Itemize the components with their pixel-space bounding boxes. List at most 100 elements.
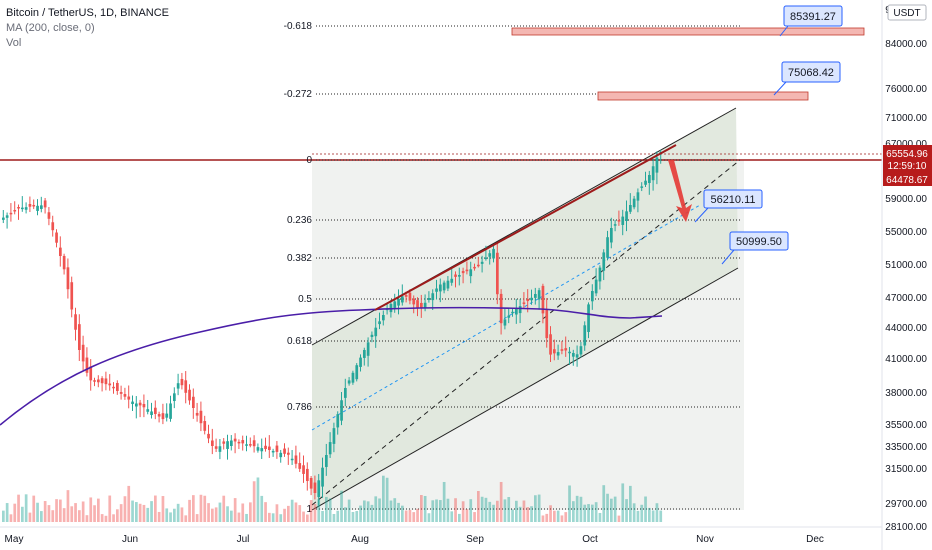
ma-indicator-label[interactable]: MA (200, close, 0)	[6, 22, 95, 34]
volume-bar	[435, 499, 438, 522]
candle-body	[629, 205, 632, 212]
candle-body	[24, 207, 28, 210]
volume-bar	[344, 507, 347, 522]
candle-body	[492, 248, 495, 259]
candle-body	[230, 440, 233, 446]
fib-level-label: 0	[306, 155, 312, 166]
candle-body	[431, 293, 435, 301]
volume-bar	[522, 500, 526, 522]
volume-bar	[636, 510, 640, 522]
time-tick-label: Sep	[466, 534, 484, 545]
volume-bar	[123, 496, 127, 522]
volume-bar	[492, 504, 495, 522]
candle-body	[131, 401, 134, 405]
volume-bar	[32, 495, 36, 522]
candle-body	[237, 441, 241, 444]
candle-body	[572, 353, 575, 357]
candle-body	[496, 252, 499, 295]
volume-bar	[321, 510, 324, 522]
volume-bar	[180, 507, 184, 522]
candle-body	[173, 393, 176, 402]
volume-indicator-label[interactable]: Vol	[6, 37, 22, 49]
volume-bar	[537, 494, 541, 522]
volume-bar	[195, 514, 199, 522]
volume-bar	[207, 503, 210, 522]
candle-body	[484, 257, 488, 260]
price-callout-label: 56210.11	[710, 194, 755, 206]
price-callout[interactable]	[703, 189, 763, 209]
volume-bar	[264, 502, 267, 522]
price-tick-label: 33500.00	[885, 442, 927, 453]
candle-body	[169, 403, 172, 419]
candle-body	[309, 478, 313, 489]
volume-bar	[610, 498, 613, 522]
volume-bar	[241, 503, 245, 522]
price-callout[interactable]	[781, 61, 841, 83]
candle-body	[651, 166, 655, 181]
time-tick-label: Oct	[582, 534, 598, 545]
volume-bar	[378, 498, 381, 522]
candlesticks	[2, 149, 663, 507]
volume-bar	[62, 508, 66, 522]
volume-bar	[214, 507, 218, 522]
candle-body	[336, 414, 340, 428]
volume-bar	[226, 506, 229, 522]
candle-body	[461, 271, 465, 274]
volume-bar	[112, 514, 115, 522]
candle-body	[184, 380, 188, 393]
volume-bar	[40, 511, 43, 522]
volume-bar	[233, 498, 237, 522]
volume-bar	[625, 499, 628, 522]
candle-body	[450, 278, 454, 283]
volume-bar	[385, 477, 389, 522]
candle-body	[347, 380, 351, 384]
candle-body	[644, 180, 647, 185]
candle-body	[534, 294, 537, 298]
candle-body	[378, 321, 381, 325]
candle-body	[154, 407, 157, 414]
volume-bar	[317, 499, 321, 522]
volume-bar	[66, 490, 70, 522]
candle-body	[541, 285, 545, 314]
time-tick-label: Nov	[696, 534, 714, 545]
volume-bar	[74, 503, 77, 522]
volume-bar	[9, 514, 13, 522]
volume-bar	[173, 508, 176, 522]
volume-bar	[279, 514, 283, 522]
candle-body	[404, 295, 408, 297]
fib-level-label: -0.618	[284, 21, 313, 32]
volume-bar	[188, 499, 191, 522]
callout-pointer	[721, 249, 735, 265]
symbol-title[interactable]: Bitcoin / TetherUS, 1D, BINANCE	[6, 7, 170, 19]
volume-bar	[340, 490, 343, 522]
volume-bar	[484, 497, 488, 522]
volume-bar	[81, 501, 85, 522]
bearish-arrow-icon	[668, 160, 692, 222]
current-price-label: 65554.96	[886, 149, 928, 160]
candle-body	[332, 428, 336, 444]
candle-countdown: 12:59:10	[888, 161, 927, 172]
candle-body	[43, 200, 47, 208]
candle-body	[13, 209, 17, 212]
volume-bar	[116, 509, 119, 522]
volume-bar	[150, 501, 153, 522]
volume-bar	[511, 509, 514, 522]
candle-body	[439, 284, 442, 292]
volume-bar	[165, 508, 169, 522]
price-callouts[interactable]: 85391.27 75068.42 56210.11 50999.50	[694, 5, 843, 265]
volume-bar	[363, 500, 366, 522]
price-callout[interactable]	[729, 231, 789, 251]
volume-bar	[389, 500, 393, 522]
price-callout[interactable]	[783, 5, 843, 27]
volume-bar	[59, 499, 62, 522]
candle-body	[317, 480, 321, 498]
volume-bar	[606, 493, 609, 522]
volume-bar	[252, 481, 256, 522]
candle-body	[363, 350, 366, 358]
volume-bar	[287, 505, 290, 522]
currency-button[interactable]	[887, 4, 927, 21]
candle-body	[427, 298, 431, 300]
candle-body	[313, 482, 317, 493]
volume-bar	[127, 485, 131, 522]
